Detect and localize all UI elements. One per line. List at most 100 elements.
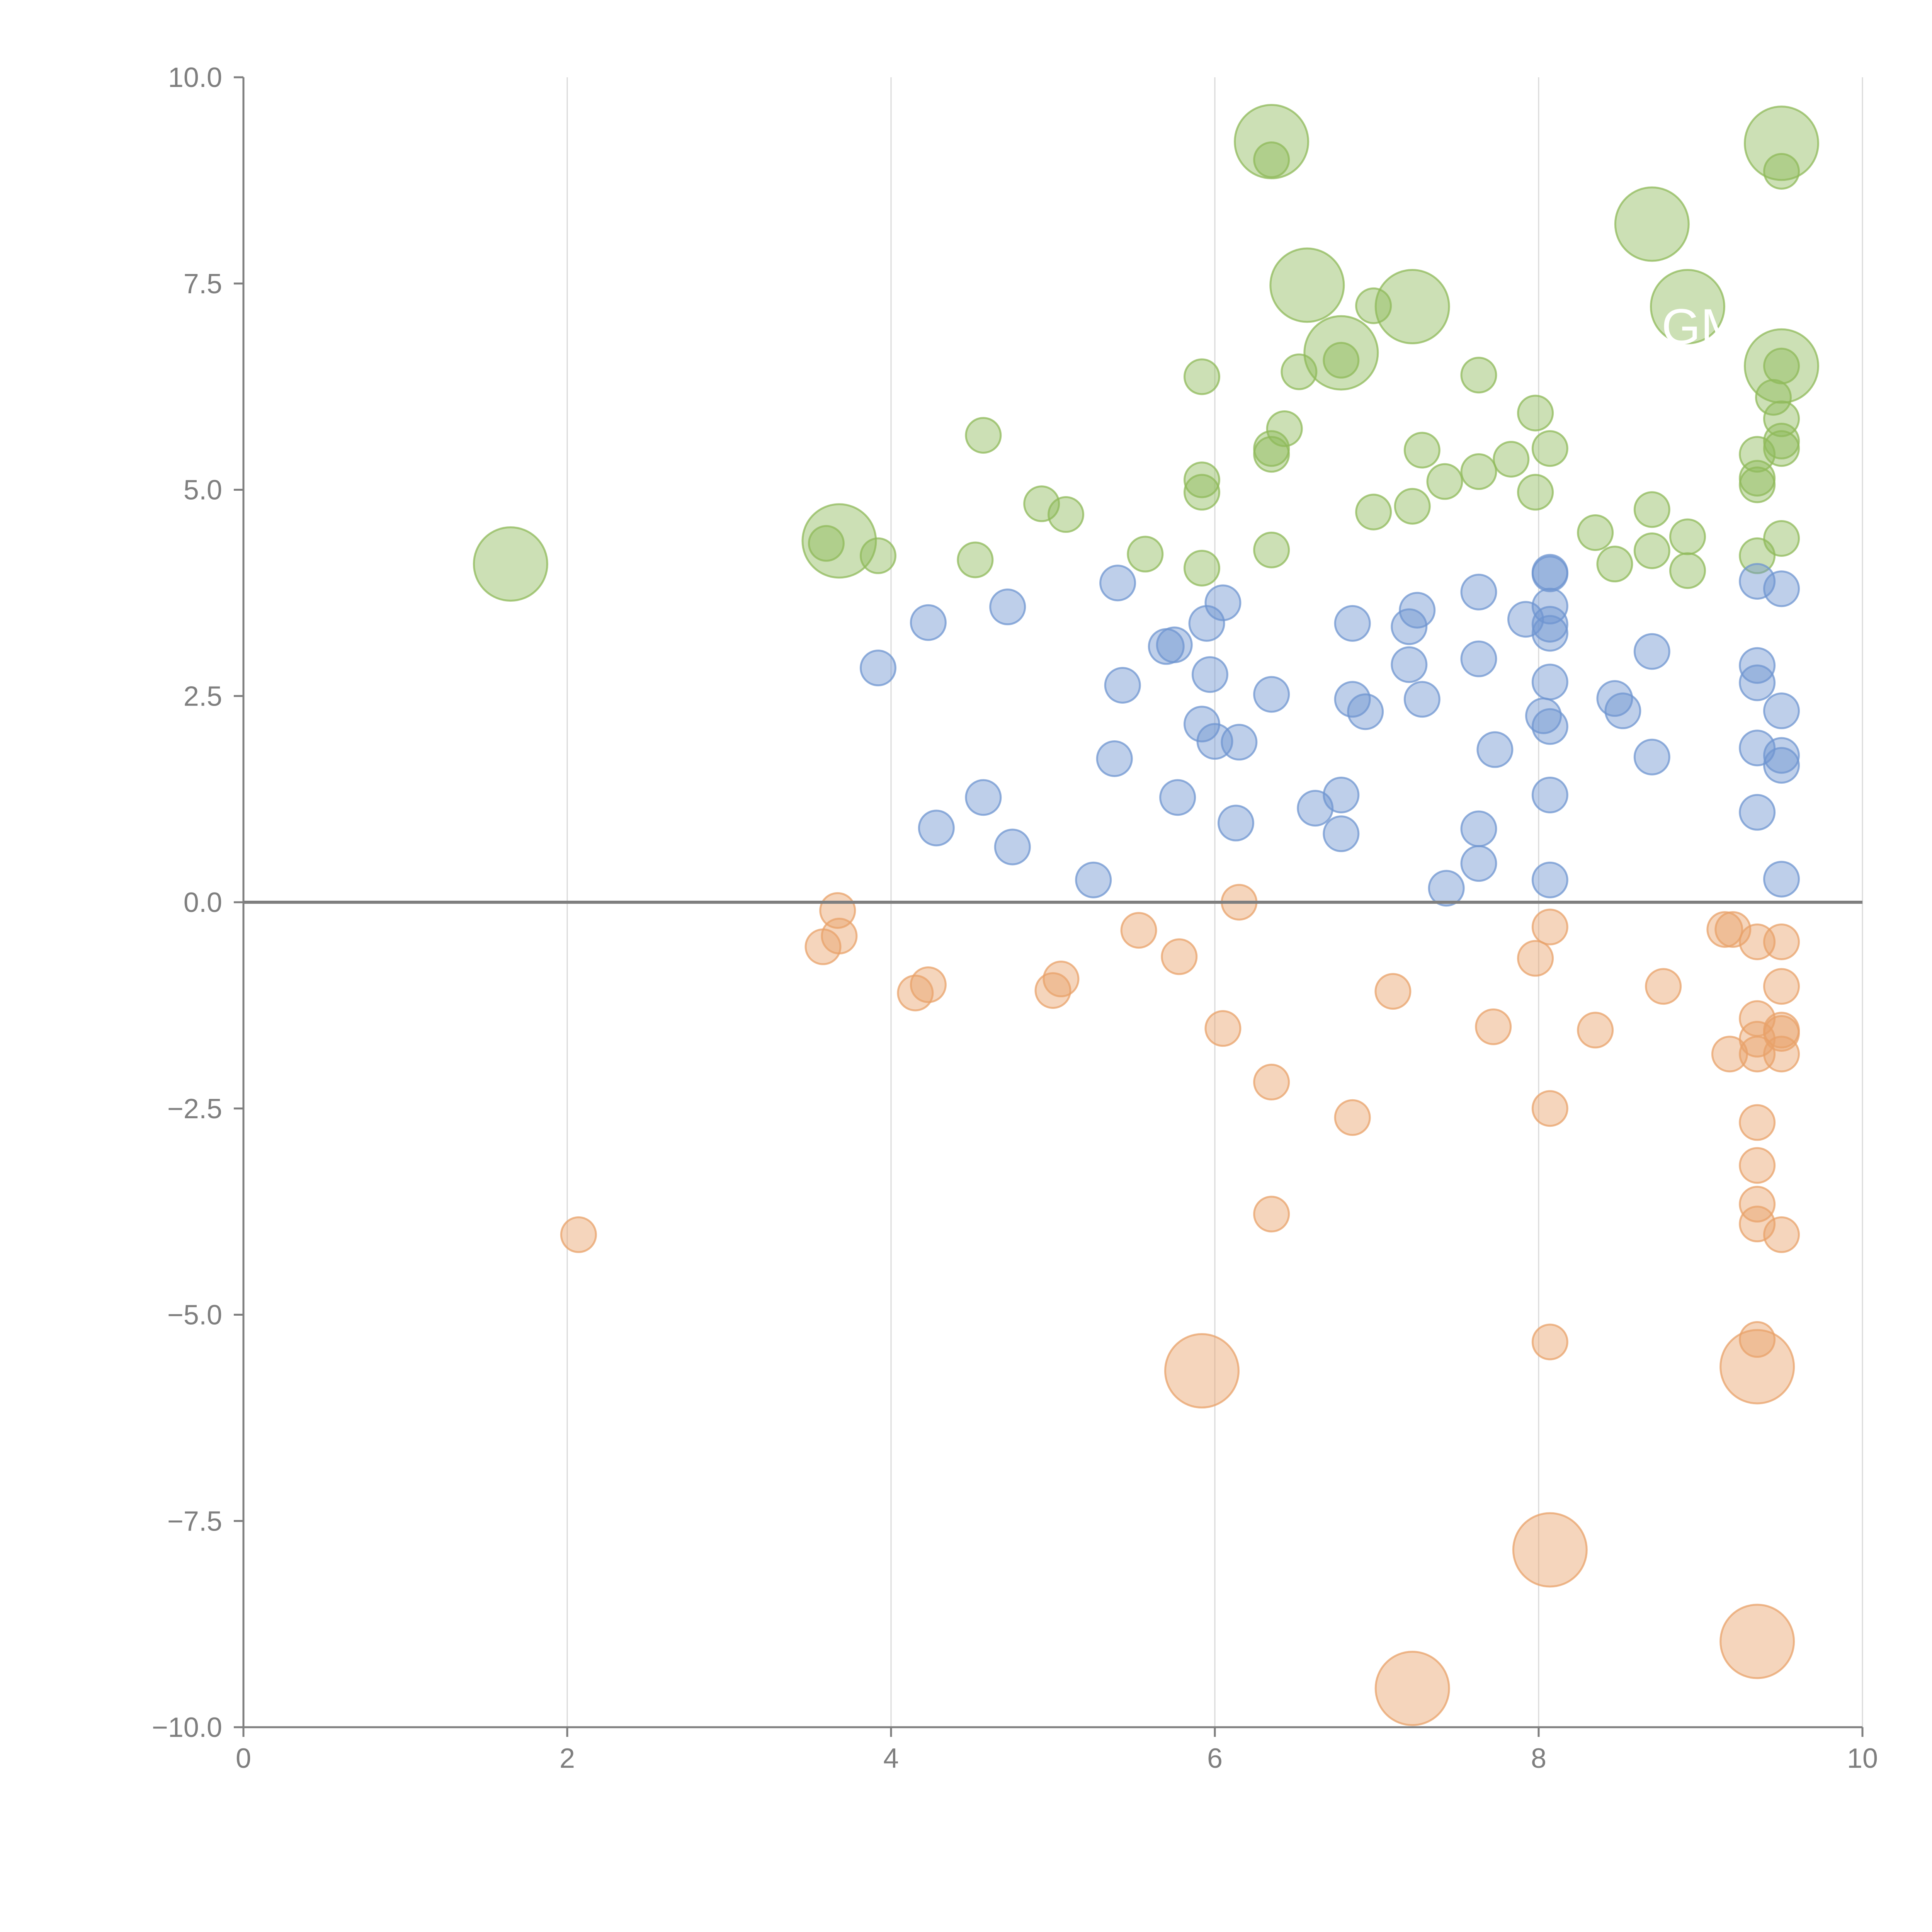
point-green bbox=[1755, 379, 1792, 416]
point-green bbox=[1403, 432, 1440, 469]
point-orange bbox=[1577, 1012, 1614, 1049]
point-green bbox=[1394, 488, 1431, 525]
y-tick-label: −5.0 bbox=[167, 1300, 222, 1331]
point-green bbox=[473, 526, 548, 602]
point-orange bbox=[1334, 1099, 1371, 1136]
point-blue bbox=[1253, 676, 1290, 713]
point-blue bbox=[1191, 656, 1228, 693]
point-orange bbox=[1763, 1036, 1800, 1073]
point-green bbox=[1633, 491, 1670, 528]
point-orange bbox=[1253, 1196, 1290, 1233]
point-blue bbox=[1460, 810, 1497, 847]
point-blue bbox=[1334, 605, 1371, 642]
point-blue bbox=[1428, 870, 1465, 907]
point-blue bbox=[1531, 555, 1568, 592]
point-green bbox=[1023, 485, 1060, 522]
point-blue bbox=[910, 604, 947, 641]
point-green bbox=[1650, 269, 1725, 345]
point-blue bbox=[1096, 740, 1133, 777]
point-blue bbox=[1531, 861, 1568, 898]
point-green bbox=[1127, 536, 1164, 573]
point-green bbox=[1323, 342, 1360, 379]
y-tick-label: −7.5 bbox=[167, 1506, 222, 1537]
point-blue bbox=[1604, 692, 1641, 730]
point-blue bbox=[1391, 608, 1428, 645]
point-orange bbox=[1739, 1185, 1776, 1223]
point-blue bbox=[1104, 667, 1141, 704]
point-green bbox=[1763, 153, 1800, 190]
point-blue bbox=[1099, 565, 1136, 602]
point-green bbox=[1669, 552, 1706, 589]
point-green bbox=[1517, 395, 1554, 432]
point-blue bbox=[1323, 815, 1360, 852]
point-orange bbox=[1763, 968, 1800, 1005]
point-green bbox=[1744, 105, 1819, 181]
point-orange bbox=[1253, 1063, 1290, 1100]
point-green bbox=[1763, 520, 1800, 557]
point-blue bbox=[1633, 633, 1670, 670]
point-blue bbox=[1075, 861, 1112, 898]
point-green bbox=[1303, 315, 1379, 391]
point-green bbox=[1460, 453, 1497, 490]
tick-labels: 0 2 4 6 8 10 10.0 7.5 5.0 2.5 0.0 −2.5 −5.0 −7.5 −10.0 bbox=[152, 62, 1878, 1774]
x-tick-label: 6 bbox=[1207, 1743, 1223, 1774]
point-green bbox=[1183, 358, 1220, 395]
point-orange bbox=[1531, 1323, 1568, 1361]
point-green bbox=[808, 525, 845, 562]
point-blue bbox=[1204, 584, 1242, 621]
point-orange bbox=[1706, 911, 1743, 948]
point-blue bbox=[1763, 692, 1800, 730]
point-blue bbox=[1460, 573, 1497, 611]
point-green bbox=[1763, 347, 1800, 384]
y-tick-label: 7.5 bbox=[184, 269, 222, 299]
point-orange bbox=[1475, 1008, 1512, 1045]
x-tick-label: 2 bbox=[560, 1743, 575, 1774]
point-orange bbox=[1645, 968, 1682, 1005]
point-green bbox=[859, 537, 896, 574]
point-green bbox=[1355, 287, 1392, 324]
point-orange bbox=[910, 966, 947, 1003]
point-green bbox=[1669, 518, 1706, 555]
y-tick-label: 5.0 bbox=[184, 475, 222, 506]
point-orange bbox=[560, 1216, 597, 1253]
point-blue bbox=[1399, 592, 1436, 629]
point-blue bbox=[1217, 804, 1254, 842]
point-blue bbox=[1221, 724, 1258, 761]
point-blue bbox=[1739, 794, 1776, 831]
point-orange bbox=[821, 918, 858, 955]
point-green bbox=[1577, 514, 1614, 551]
point-green bbox=[1266, 410, 1303, 447]
point-green bbox=[1183, 474, 1220, 511]
point-blue bbox=[1403, 681, 1440, 718]
x-tick-label: 10 bbox=[1847, 1743, 1878, 1774]
point-orange bbox=[1763, 1216, 1800, 1253]
point-blue bbox=[1391, 646, 1428, 683]
point-green bbox=[1355, 493, 1392, 531]
point-green bbox=[1763, 400, 1800, 437]
point-green bbox=[1374, 269, 1450, 345]
point-green bbox=[1253, 531, 1290, 568]
point-blue bbox=[859, 650, 896, 687]
point-green bbox=[1517, 474, 1554, 511]
point-green bbox=[965, 417, 1002, 454]
point-green bbox=[1269, 247, 1345, 323]
point-orange bbox=[1374, 1651, 1450, 1726]
point-blue bbox=[1476, 731, 1514, 768]
y-tick-label: −2.5 bbox=[167, 1094, 222, 1124]
point-blue bbox=[918, 810, 955, 847]
point-orange bbox=[1739, 1104, 1776, 1141]
point-green bbox=[1596, 546, 1633, 583]
point-orange bbox=[1120, 912, 1157, 949]
point-orange bbox=[1164, 1333, 1240, 1409]
point-green bbox=[1739, 466, 1776, 503]
point-green bbox=[1183, 549, 1220, 587]
point-blue bbox=[1156, 626, 1193, 663]
point-blue bbox=[1633, 738, 1670, 776]
annotation-text: GM bbox=[1662, 298, 1742, 355]
point-blue bbox=[989, 588, 1026, 626]
point-green bbox=[1633, 532, 1670, 569]
point-orange bbox=[1739, 1147, 1776, 1184]
point-green bbox=[1281, 353, 1318, 390]
point-green bbox=[1253, 141, 1290, 178]
